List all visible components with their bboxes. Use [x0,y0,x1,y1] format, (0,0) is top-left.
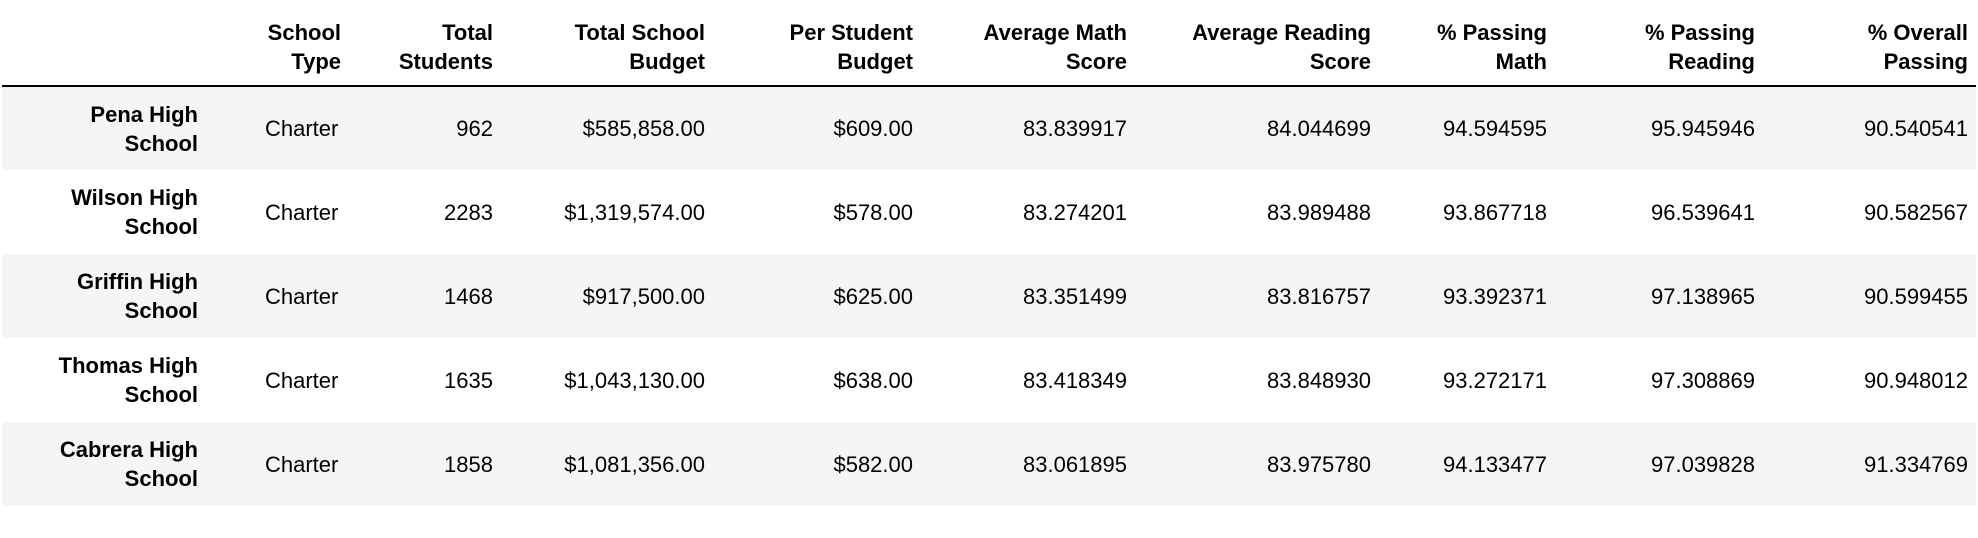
header-line: Per Student [789,20,913,45]
header-line: Score [1309,49,1371,74]
column-header-school-type: School Type [208,18,345,87]
index-line: Thomas High [58,353,198,378]
total-students-cell: 1635 [444,367,493,393]
average-math-cell: 83.351499 [1023,283,1127,309]
row-index-label: Thomas High School [2,338,208,422]
school-type-cell: Charter [265,116,339,141]
table-row: Thomas High School Charter 1635 $1,043,13… [2,338,1976,422]
column-header-average-reading-score: Average Reading Score [1137,18,1381,87]
header-line: % Passing [1644,20,1755,45]
header-line: Reading [1668,49,1755,74]
total-budget-cell: $1,081,356.00 [564,451,705,477]
passing-math-cell: 94.594595 [1443,116,1547,141]
passing-reading-cell: 97.138965 [1651,283,1755,309]
school-type-cell: Charter [265,451,339,477]
header-line: Budget [629,49,705,74]
table-row: Pena High School Charter 962 $585,858.00 … [2,86,1976,170]
index-line: School [124,214,198,239]
index-line: School [124,382,198,407]
total-budget-cell: $585,858.00 [582,116,705,141]
row-index-label: Wilson High School [2,170,208,254]
total-students-cell: 1468 [444,283,493,309]
table-row: Griffin High School Charter 1468 $917,500… [2,254,1976,338]
overall-passing-cell: 90.540541 [1864,116,1968,141]
passing-reading-cell: 95.945946 [1651,116,1755,141]
index-line: School [124,130,198,156]
index-header [2,18,208,87]
average-reading-cell: 83.816757 [1267,283,1371,309]
index-line: Wilson High [71,185,198,210]
header-line: Math [1495,49,1547,74]
column-header-passing-reading: % Passing Reading [1557,18,1765,87]
passing-reading-cell: 96.539641 [1651,199,1755,225]
column-header-average-math-score: Average Math Score [923,18,1137,87]
header-line: Score [1065,49,1127,74]
header-line: Budget [837,49,913,74]
column-header-total-students: Total Students [345,18,503,87]
index-line: Griffin High [77,269,198,294]
overall-passing-cell: 90.948012 [1864,367,1968,393]
header-line: Total [442,20,493,45]
total-students-cell: 1858 [444,451,493,477]
table-header: School Type Total Students Total School Bud… [2,18,1976,87]
average-reading-cell: 84.044699 [1267,116,1371,141]
average-math-cell: 83.418349 [1023,367,1127,393]
index-line: School [124,466,198,491]
total-students-cell: 2283 [444,199,493,225]
table-row: Cabrera High School Charter 1858 $1,081,3… [2,422,1976,506]
column-header-per-student-budget: Per Student Budget [715,18,923,87]
header-line: Passing [1883,49,1968,74]
row-index-label: Cabrera High School [2,422,208,506]
header-row: School Type Total Students Total School Bud… [2,18,1976,87]
overall-passing-cell: 90.599455 [1864,283,1968,309]
per-student-budget-cell: $638.00 [833,367,913,393]
total-budget-cell: $1,043,130.00 [564,367,705,393]
table-body: Pena High School Charter 962 $585,858.00 … [2,86,1976,506]
index-line: School [124,298,198,323]
index-line: Cabrera High [59,437,198,462]
row-index-label: Pena High School [2,86,208,170]
passing-math-cell: 93.867718 [1443,199,1547,225]
per-student-budget-cell: $625.00 [833,283,913,309]
passing-math-cell: 94.133477 [1443,451,1547,477]
average-math-cell: 83.274201 [1023,199,1127,225]
row-index-label: Griffin High School [2,254,208,338]
passing-reading-cell: 97.039828 [1651,451,1755,477]
header-line: Average Math [983,20,1127,45]
header-line: Average Reading [1192,20,1371,45]
average-math-cell: 83.839917 [1023,116,1127,141]
average-reading-cell: 83.975780 [1267,451,1371,477]
school-type-cell: Charter [265,283,339,309]
passing-math-cell: 93.392371 [1443,283,1547,309]
total-budget-cell: $1,319,574.00 [564,199,705,225]
table-row: Wilson High School Charter 2283 $1,319,57… [2,170,1976,254]
column-header-overall-passing: % Overall Passing [1765,18,1976,87]
overall-passing-cell: 90.582567 [1864,199,1968,225]
per-student-budget-cell: $578.00 [833,199,913,225]
per-student-budget-cell: $609.00 [833,116,913,141]
total-students-cell: 962 [456,116,493,141]
school-summary-table: School Type Total Students Total School Bud… [2,18,1976,506]
header-line: Total School [574,20,705,45]
column-header-passing-math: % Passing Math [1381,18,1557,87]
per-student-budget-cell: $582.00 [833,451,913,477]
overall-passing-cell: 91.334769 [1864,451,1968,477]
average-reading-cell: 83.989488 [1267,199,1371,225]
passing-reading-cell: 97.308869 [1651,367,1755,393]
average-math-cell: 83.061895 [1023,451,1127,477]
header-line: Type [291,49,341,74]
column-header-total-school-budget: Total School Budget [503,18,715,87]
header-line: Students [398,49,493,74]
total-budget-cell: $917,500.00 [582,283,705,309]
header-line: % Overall [1867,20,1968,45]
index-line: Pena High [90,101,198,127]
average-reading-cell: 83.848930 [1267,367,1371,393]
passing-math-cell: 93.272171 [1443,367,1547,393]
header-line: School [267,20,341,45]
school-type-cell: Charter [265,367,339,393]
header-line: % Passing [1436,20,1547,45]
school-type-cell: Charter [265,199,339,225]
